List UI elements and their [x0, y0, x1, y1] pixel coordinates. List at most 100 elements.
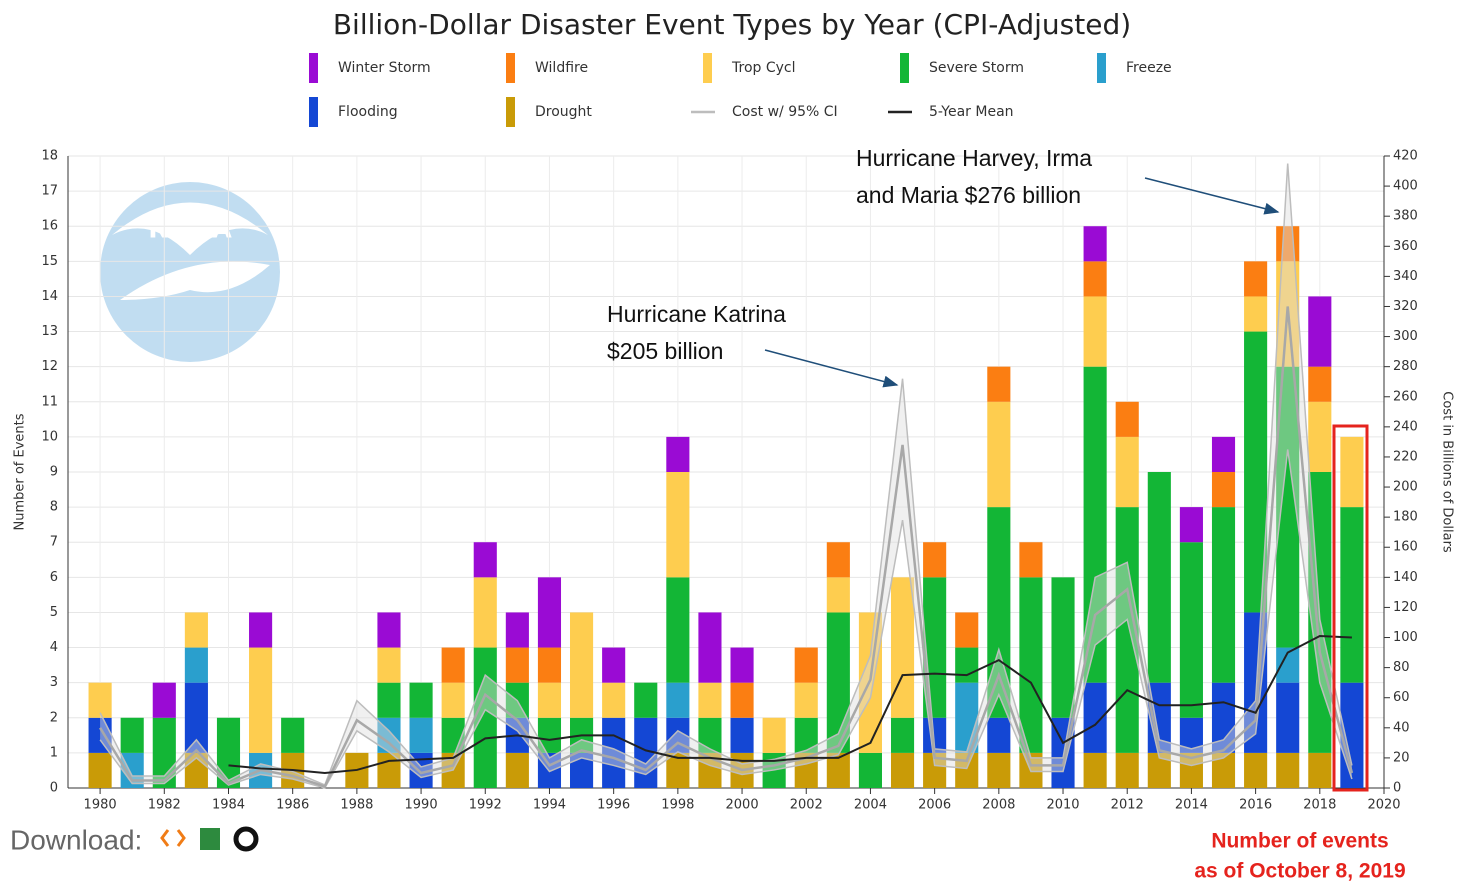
bar-segment	[794, 647, 818, 683]
y2-axis-title: Cost in Billions of Dollars	[1440, 391, 1455, 553]
bar-segment	[1308, 366, 1332, 402]
bar-segment	[537, 647, 562, 683]
legend-label: Wildfire	[535, 60, 588, 76]
bar-segment	[88, 717, 112, 753]
plot	[88, 163, 1364, 789]
bar-segment	[987, 717, 1011, 753]
bar-segment	[858, 752, 882, 788]
bar-segment	[666, 472, 690, 578]
bar-segment	[1244, 296, 1268, 332]
logo-text: NOAA	[148, 215, 231, 245]
legend-swatch	[506, 97, 515, 127]
ci-low-line	[99, 449, 1353, 789]
bar-segment	[537, 577, 562, 648]
y-tick-label: 6	[50, 570, 58, 585]
bar-segment	[890, 752, 915, 788]
annotation: $205 billion	[607, 338, 723, 364]
y-tick-label: 14	[41, 289, 58, 304]
y2-tick-label: 260	[1393, 389, 1418, 404]
x-tick-label: 2000	[726, 798, 759, 813]
download-icons[interactable]	[160, 826, 259, 852]
y2-tick-label: 220	[1393, 449, 1418, 464]
bar-segment	[1276, 682, 1300, 753]
annotation: Hurricane Katrina	[607, 301, 786, 327]
legend-swatch	[506, 53, 515, 83]
legend-label: Trop Cycl	[731, 60, 796, 76]
bar-segment	[184, 647, 208, 683]
x-tick-label: 2004	[854, 798, 887, 813]
y-tick-label: 8	[50, 500, 58, 515]
bar-segment	[698, 717, 722, 753]
bar-segment	[281, 717, 305, 753]
y-tick-label: 2	[50, 710, 58, 725]
bar-segment	[409, 752, 433, 788]
annotation: and Maria $276 billion	[856, 182, 1081, 208]
bar-segment	[1115, 507, 1139, 753]
annotation-arrow	[1144, 177, 1280, 215]
y2-tick-label: 160	[1393, 540, 1418, 555]
bar-segment	[216, 717, 241, 788]
y-tick-label: 9	[50, 465, 58, 480]
bar-segment	[1276, 752, 1300, 788]
bar-segment	[1308, 296, 1332, 367]
bar-segment	[955, 752, 979, 788]
bar-segment	[987, 366, 1011, 402]
bar-segment	[1308, 401, 1332, 472]
bar-segment	[377, 717, 401, 753]
legend-swatch	[309, 53, 318, 83]
x-tick-label: 1980	[84, 798, 117, 813]
chart-title: Billion-Dollar Disaster Event Types by Y…	[333, 8, 1131, 41]
x-tick-label: 1990	[405, 798, 438, 813]
cost-line	[99, 306, 1354, 789]
x-tick-label: 2016	[1239, 798, 1272, 813]
bar-segment	[120, 717, 144, 753]
bar-segment	[88, 752, 112, 788]
bar-segment	[1083, 226, 1107, 262]
bar-segment	[794, 717, 818, 753]
y2-tick-label: 200	[1393, 480, 1418, 495]
bar-segment	[890, 577, 915, 718]
bar-segment	[473, 647, 497, 788]
bar-segment	[698, 682, 722, 718]
bar-segment	[826, 542, 850, 578]
bar-segment	[1083, 752, 1107, 788]
x-tick-label: 1984	[212, 798, 245, 813]
bar-segment	[1276, 366, 1300, 648]
note: as of October 8, 2019	[1194, 860, 1405, 882]
legend-label: Severe Storm	[929, 60, 1024, 76]
y-tick-label: 10	[41, 429, 58, 444]
bar-segment	[88, 682, 112, 718]
download-label: Download:	[10, 824, 142, 855]
x-tick-label: 2010	[1046, 798, 1079, 813]
bar-segment	[1083, 261, 1107, 297]
bar-segment	[602, 682, 626, 718]
x-tick-label: 2018	[1303, 798, 1336, 813]
bar-segment	[955, 612, 979, 648]
legend-label: Flooding	[338, 104, 398, 120]
y-tick-label: 4	[50, 640, 58, 655]
y2-tick-label: 80	[1393, 660, 1410, 675]
y-tick-label: 3	[50, 675, 58, 690]
bar-segment	[762, 717, 786, 753]
bar-segment	[1211, 682, 1236, 753]
x-tick-label: 1996	[597, 798, 630, 813]
y2-tick-label: 40	[1393, 720, 1410, 735]
bar-segment	[473, 542, 497, 578]
bar-segment	[570, 752, 594, 788]
bar-segment	[1340, 507, 1364, 683]
bar-segment	[730, 717, 754, 753]
x-tick-label: 1982	[148, 798, 181, 813]
bar-segment	[377, 647, 401, 683]
bar-segment	[666, 682, 690, 718]
y2-tick-label: 240	[1393, 419, 1418, 434]
x-tick-label: 2002	[790, 798, 823, 813]
bar-segment	[826, 577, 850, 613]
bar-segment	[666, 717, 690, 753]
x-tick-label: 1994	[533, 798, 566, 813]
bar-segment	[826, 752, 850, 788]
bar-segment	[923, 542, 947, 578]
bar-segment	[377, 682, 401, 718]
bar-segment	[441, 682, 465, 718]
y-axis-title: Number of Events	[13, 413, 28, 530]
bar-segment	[1308, 752, 1332, 788]
